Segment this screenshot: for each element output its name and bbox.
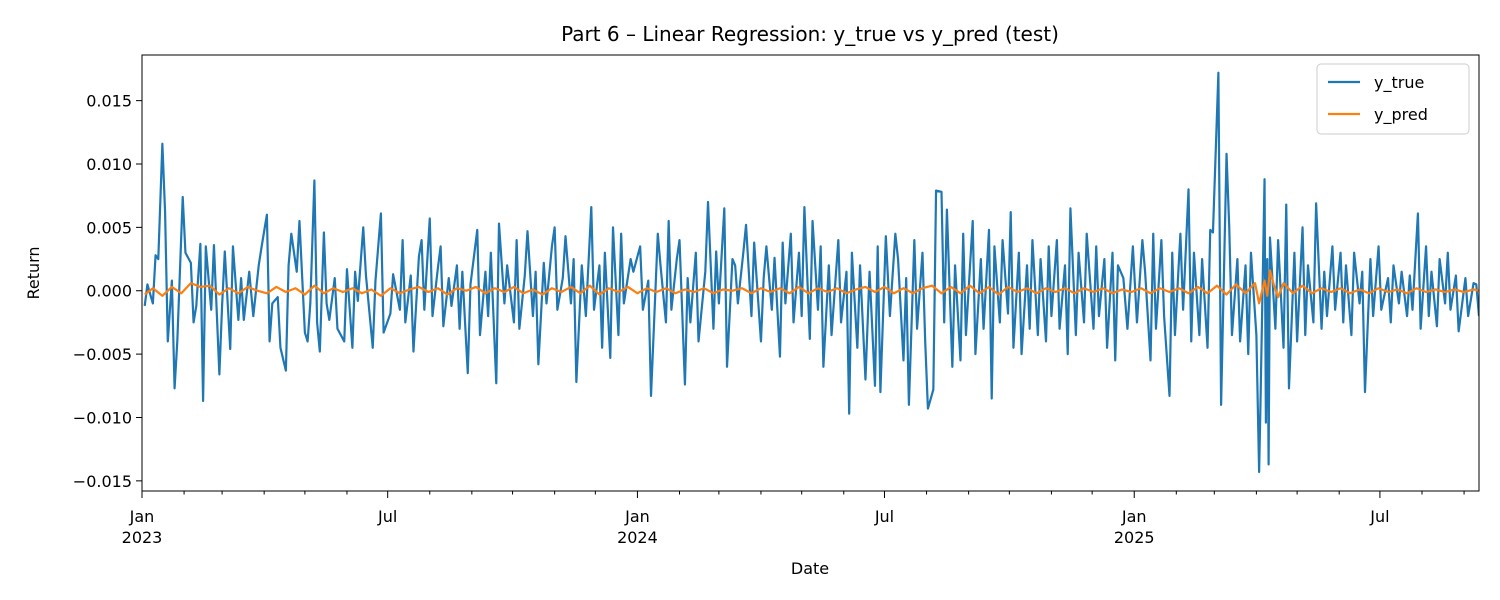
x-axis: Jan 2023 Jul Jan 2024 Jul Jan 2025 Jul <box>122 491 1465 547</box>
x-tick-label: Jan <box>1121 507 1147 526</box>
x-tick-label: Jul <box>377 507 397 526</box>
y-tick-label: 0.015 <box>86 92 132 111</box>
x-tick-label: Jan <box>129 507 155 526</box>
series-line-y_pred <box>144 269 1479 305</box>
x-tick-year-label: 2024 <box>617 528 658 547</box>
x-tick-label: Jul <box>1369 507 1389 526</box>
series-layer <box>143 71 1479 474</box>
series-line-y_true <box>143 71 1479 474</box>
y-tick-label: 0.000 <box>86 282 132 301</box>
x-axis-title: Date <box>791 559 829 578</box>
x-tick-label: Jul <box>874 507 894 526</box>
x-tick-year-label: 2023 <box>122 528 163 547</box>
y-tick-label: 0.010 <box>86 155 132 174</box>
plot-frame <box>141 54 1480 492</box>
y-tick-label: −0.005 <box>73 345 132 364</box>
legend-label-y_true: y_true <box>1374 73 1424 93</box>
y-tick-label: 0.005 <box>86 218 132 237</box>
y-axis: −0.015 −0.010 −0.005 0.000 0.005 0.010 0.015 <box>73 92 142 491</box>
chart-title: Part 6 – Linear Regression: y_true vs y_… <box>561 22 1059 46</box>
legend: y_true y_pred <box>1316 63 1470 135</box>
x-tick-year-label: 2025 <box>1114 528 1155 547</box>
x-tick-label: Jan <box>624 507 650 526</box>
legend-label-y_pred: y_pred <box>1374 105 1428 125</box>
y-tick-label: −0.010 <box>73 408 132 427</box>
y-axis-title: Return <box>24 246 43 299</box>
y-tick-label: −0.015 <box>73 472 132 491</box>
